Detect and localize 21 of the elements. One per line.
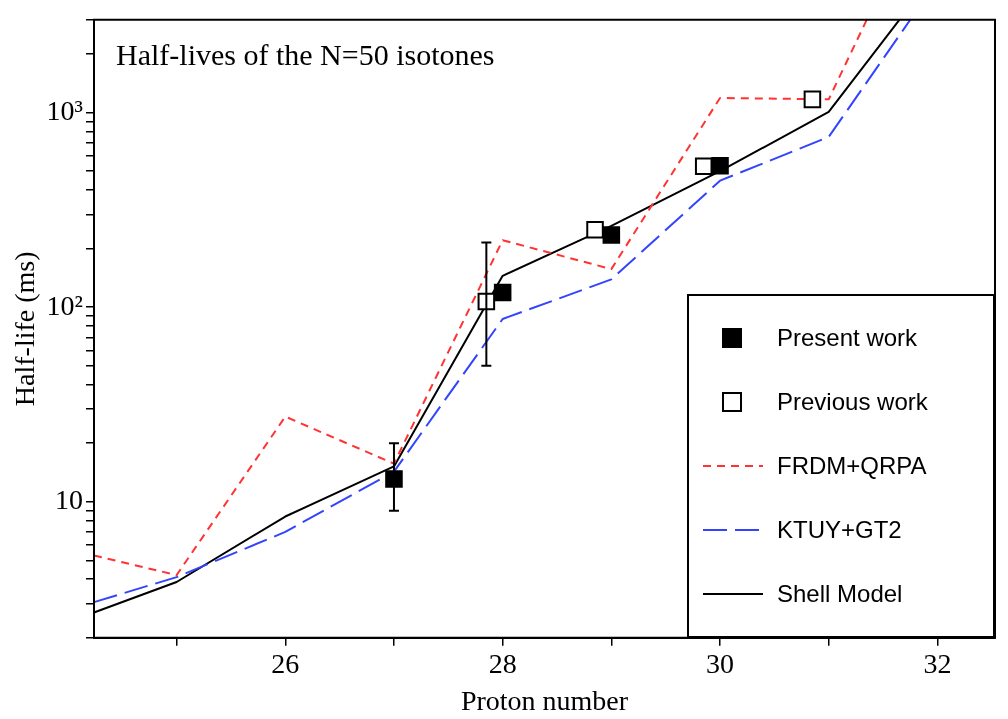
y-tick-label: 10² (46, 289, 83, 321)
legend-label: Present work (777, 323, 918, 352)
x-tick-label: 26 (271, 647, 300, 679)
text: Half-lives of the N=50 isotones (115, 37, 495, 71)
x-tick-label: 28 (488, 647, 517, 679)
y-tick-label: 10 (54, 484, 83, 516)
y-tick-label: 10³ (46, 95, 83, 126)
point (586, 221, 604, 239)
point (803, 90, 822, 109)
x-tick-label: 32 (923, 647, 952, 679)
point (385, 470, 403, 488)
x-tick-label: 30 (706, 647, 735, 679)
point (493, 283, 512, 302)
point (602, 226, 621, 244)
legend-label: KTUY+GT2 (777, 515, 902, 544)
x-axis-title: Proton number (460, 684, 629, 716)
legend-label: Shell Model (777, 579, 903, 608)
legend-label: FRDM+QRPA (777, 451, 927, 480)
y-axis-title: Half-life (ms) (9, 251, 41, 407)
legend-label: Previous work (777, 387, 928, 416)
point (711, 157, 729, 175)
